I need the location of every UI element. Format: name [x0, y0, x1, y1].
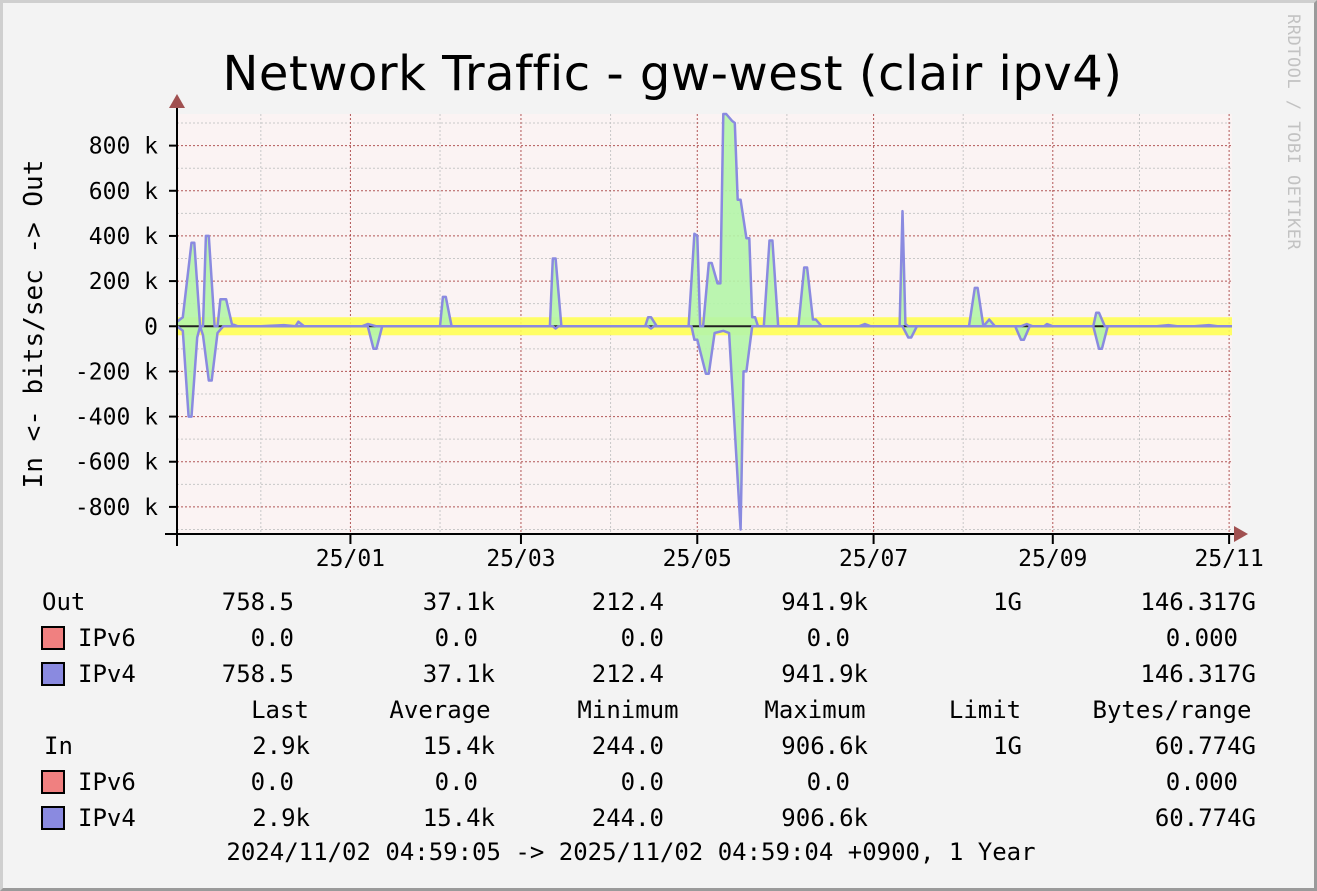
y-tick-label: -200 k — [75, 359, 158, 385]
y-tick-label: 800 k — [89, 134, 158, 160]
time-range-footer: 2024/11/02 04:59:05 -> 2025/11/02 04:59:… — [226, 838, 1036, 866]
rrdtool-watermark: RRDTOOL / TOBI OETIKER — [1283, 14, 1303, 251]
x-tick-label: 25/09 — [1018, 546, 1087, 572]
x-axis-arrow — [1234, 526, 1248, 542]
x-tick-label: 25/01 — [316, 546, 385, 572]
y-tick-label: -600 k — [75, 450, 158, 476]
y-tick-label: -800 k — [75, 495, 158, 521]
x-tick-label: 25/07 — [839, 546, 908, 572]
series-ipv4-out-line — [176, 112, 1232, 328]
series-layer — [176, 112, 1232, 531]
x-tick-label: 25/03 — [486, 546, 555, 572]
y-tick-label: 600 k — [89, 179, 158, 205]
tick-labels: 800 k 600 k 400 k 200 k 0 -200 k -400 k -600 k -… — [75, 134, 1264, 572]
x-tick-label: 25/11 — [1194, 546, 1263, 572]
axes — [165, 94, 1248, 546]
y-tick-label: -400 k — [75, 405, 158, 431]
y-axis-arrow — [169, 94, 185, 108]
y-tick-label: 200 k — [89, 269, 158, 295]
x-tick-label: 25/05 — [663, 546, 732, 572]
y-tick-label: 400 k — [89, 224, 158, 250]
series-ipv4-in-line — [176, 325, 1232, 531]
chart-title: Network Traffic - gw-west (clair ipv4) — [222, 46, 1123, 102]
y-tick-label: 0 — [144, 314, 158, 340]
